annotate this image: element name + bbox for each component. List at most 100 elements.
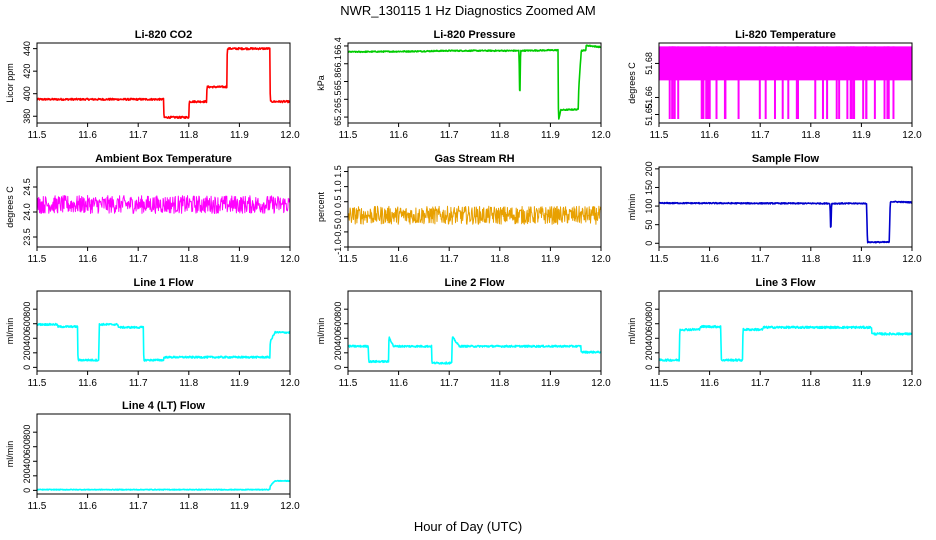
panel-title: Line 2 Flow: [445, 277, 505, 289]
x-tick-label: 12.0: [280, 378, 300, 389]
x-tick-label: 11.7: [440, 378, 459, 389]
y-axis-label: ml/min: [627, 194, 637, 221]
y-tick-label: 600: [22, 439, 32, 454]
panel-title: Ambient Box Temperature: [95, 153, 232, 165]
y-axis-label: ml/min: [5, 441, 15, 468]
x-tick-label: 11.7: [129, 130, 148, 141]
data-layer: [659, 46, 912, 119]
y-tick-label: 200: [22, 468, 32, 483]
y-tick-label: 600: [644, 316, 654, 331]
y-tick-label: 800: [333, 302, 343, 317]
x-tick-label: 11.5: [28, 130, 47, 141]
x-tick-label: 11.8: [801, 130, 820, 141]
x-tick-label: 11.5: [28, 378, 47, 389]
data-layer: [37, 322, 290, 362]
x-tick-label: 12.0: [902, 254, 922, 265]
data-series-line: [37, 322, 290, 362]
y-tick-label: 0.0: [333, 211, 343, 224]
y-tick-label: -0.5: [333, 224, 343, 240]
y-tick-label: 0: [22, 488, 32, 493]
y-tick-label: 51.65: [644, 103, 654, 126]
plot-frame: [347, 42, 602, 124]
chart-panel: Li-820 CO2 11.5 11.6 11.7 11.8 11.9 12.0 380 400…: [5, 29, 300, 141]
chart-panel: Line 1 Flow 11.5 11.6 11.7 11.8 11.9 12.0 0 2004…: [5, 277, 300, 389]
plot-frame: [36, 42, 291, 124]
panel-title: Sample Flow: [752, 153, 820, 165]
y-tick-label: 400: [22, 454, 32, 469]
chart-panel: Li-820 Temperature 11.5 11.6 11.7 11.8 11.9 12…: [627, 29, 922, 141]
x-tick-label: 11.7: [751, 254, 770, 265]
y-tick-label: 1.0: [333, 180, 343, 193]
plot-frame: [658, 166, 913, 248]
x-tick-label: 11.7: [129, 378, 148, 389]
y-tick-label: 400: [644, 331, 654, 346]
panel-title: Gas Stream RH: [434, 153, 514, 165]
chart-panel: Line 4 (LT) Flow 11.5 11.6 11.7 11.8 11.9 12.0…: [5, 400, 300, 512]
chart-panel: Line 3 Flow 11.5 11.6 11.7 11.8 11.9 12.0 0 2004…: [627, 277, 922, 389]
y-tick-label: 420: [22, 64, 32, 79]
y-axis-label: percent: [316, 191, 326, 222]
plot-frame: [36, 166, 291, 248]
data-layer: [37, 195, 290, 214]
panel-title: Li-820 Temperature: [735, 29, 836, 41]
y-axis-label: ml/min: [627, 318, 637, 345]
y-axis-label: ml/min: [316, 318, 326, 345]
chart-panel: Gas Stream RH 11.5 11.6 11.7 11.8 11.9 12.0 -1.…: [316, 153, 611, 265]
data-series-line: [659, 200, 912, 244]
data-series-line: [37, 479, 290, 491]
x-tick-label: 12.0: [591, 254, 611, 265]
x-tick-label: 11.9: [230, 501, 249, 512]
x-tick-label: 11.8: [179, 254, 198, 265]
x-tick-label: 11.8: [801, 254, 820, 265]
y-axis-label: ml/min: [5, 318, 15, 345]
x-tick-label: 11.6: [700, 130, 719, 141]
x-tick-label: 11.5: [650, 130, 669, 141]
y-tick-label: 24.0: [22, 203, 32, 221]
x-tick-label: 12.0: [591, 130, 611, 141]
data-series-line: [659, 324, 912, 362]
x-tick-label: 11.8: [179, 130, 198, 141]
x-tick-label: 11.5: [339, 254, 358, 265]
x-tick-label: 12.0: [280, 254, 300, 265]
x-tick-label: 11.6: [78, 501, 97, 512]
panel-title: Li-820 Pressure: [434, 29, 516, 41]
x-tick-label: 11.9: [230, 130, 249, 141]
x-tick-label: 12.0: [280, 501, 300, 512]
x-tick-label: 11.9: [541, 130, 560, 141]
y-tick-label: 400: [22, 331, 32, 346]
plot-frame: [36, 290, 291, 372]
x-tick-label: 11.7: [129, 501, 148, 512]
data-series-line: [348, 205, 601, 225]
y-tick-label: 600: [333, 316, 343, 331]
y-tick-label: 65.5: [333, 91, 343, 109]
x-tick-label: 11.8: [490, 130, 509, 141]
x-tick-label: 11.5: [28, 501, 47, 512]
y-tick-label: 200: [333, 345, 343, 360]
x-tick-label: 11.5: [339, 378, 358, 389]
figure-title: NWR_130115 1 Hz Diagnostics Zoomed AM: [340, 3, 596, 18]
data-layer: [659, 324, 912, 362]
data-layer: [348, 44, 601, 120]
y-tick-label: 800: [22, 302, 32, 317]
x-tick-label: 11.5: [650, 254, 669, 265]
x-tick-label: 11.9: [541, 254, 560, 265]
y-axis-label: Licor ppm: [5, 63, 15, 103]
data-series-line: [348, 336, 601, 365]
x-tick-label: 11.6: [78, 254, 97, 265]
y-tick-label: 200: [644, 345, 654, 360]
panel-title: Line 1 Flow: [134, 277, 194, 289]
x-tick-label: 11.6: [389, 378, 408, 389]
y-tick-label: 51.68: [644, 52, 654, 75]
y-tick-label: 1.5: [333, 165, 343, 178]
plot-frame: [347, 290, 602, 372]
x-tick-label: 12.0: [591, 378, 611, 389]
x-tick-label: 11.8: [490, 378, 509, 389]
plot-frame: [347, 166, 602, 248]
y-tick-label: 0: [644, 241, 654, 246]
x-tick-label: 11.6: [78, 130, 97, 141]
x-tick-label: 11.8: [801, 378, 820, 389]
x-tick-label: 11.7: [751, 130, 770, 141]
y-tick-label: 66.1: [333, 55, 343, 73]
